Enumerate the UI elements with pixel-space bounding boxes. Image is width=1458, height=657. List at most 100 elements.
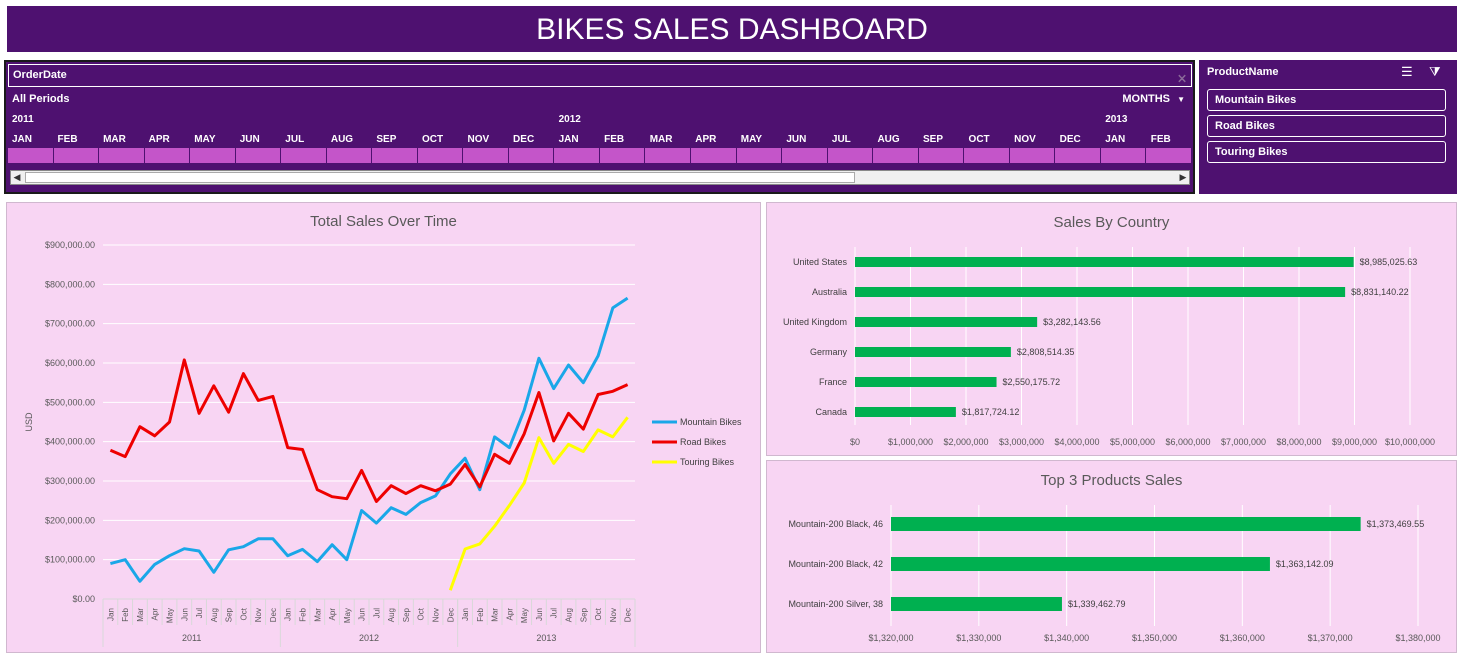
timeline-month-cell[interactable] — [1146, 148, 1192, 163]
timeline-range-bar[interactable] — [8, 148, 1192, 163]
x-month-label: Jun — [358, 608, 367, 621]
scroll-left-icon[interactable]: ◀ — [13, 172, 21, 182]
timeline-month-label[interactable]: SEP — [923, 134, 944, 145]
category-label: United Kingdom — [783, 317, 847, 327]
bar — [855, 407, 956, 417]
timeline-month-label[interactable]: NOV — [1014, 134, 1036, 145]
timeline-month-label[interactable]: FEB — [1150, 134, 1171, 145]
product-name-slicer[interactable]: ProductName ☰ ⧩ Mountain Bikes Road Bike… — [1199, 60, 1457, 194]
timeline-month-cell[interactable] — [964, 148, 1010, 163]
timeline-month-label[interactable]: JAN — [1105, 134, 1126, 145]
legend-label: Touring Bikes — [680, 457, 735, 467]
x-month-label: Nov — [432, 608, 441, 622]
x-month-label: Sep — [579, 607, 588, 622]
timeline-month-cell[interactable] — [1055, 148, 1101, 163]
timeline-month-label[interactable]: JAN — [558, 134, 579, 145]
timeline-month-label[interactable]: JUL — [831, 134, 851, 145]
timeline-month-cell[interactable] — [919, 148, 965, 163]
timeline-month-cell[interactable] — [554, 148, 600, 163]
x-tick-label: $6,000,000 — [1165, 437, 1210, 447]
timeline-month-cell[interactable] — [99, 148, 145, 163]
timeline-month-label[interactable]: SEP — [376, 134, 397, 145]
x-month-label: Aug — [210, 608, 219, 622]
x-tick-label: $2,000,000 — [943, 437, 988, 447]
slicer-item-road-bikes[interactable]: Road Bikes — [1207, 115, 1446, 137]
timeline-header-label: OrderDate — [13, 69, 67, 81]
timeline-month-cell[interactable] — [145, 148, 191, 163]
timeline-month-cell[interactable] — [281, 148, 327, 163]
timeline-month-cell[interactable] — [8, 148, 54, 163]
timeline-month-label[interactable]: JUN — [239, 134, 260, 145]
timeline-header: OrderDate ⨯ — [8, 64, 1192, 87]
timeline-month-label[interactable]: APR — [695, 134, 717, 145]
timeline-month-cell[interactable] — [782, 148, 828, 163]
bar — [891, 597, 1062, 611]
timeline-month-cell[interactable] — [190, 148, 236, 163]
timeline-month-cell[interactable] — [418, 148, 464, 163]
x-tick-label: $1,340,000 — [1044, 633, 1089, 643]
timeline-month-label[interactable]: AUG — [330, 134, 354, 145]
timeline-month-label[interactable]: NOV — [467, 134, 490, 145]
timeline-level-dropdown[interactable]: MONTHS ▼ — [1122, 93, 1185, 105]
order-date-timeline[interactable]: OrderDate ⨯ All Periods MONTHS ▼ ◀ ▶ 201… — [4, 60, 1195, 194]
x-month-label: Aug — [565, 608, 574, 622]
data-label: $2,550,175.72 — [1003, 377, 1061, 387]
timeline-month-label[interactable]: JUL — [285, 134, 305, 145]
timeline-month-label[interactable]: MAR — [649, 134, 673, 145]
timeline-month-cell[interactable] — [372, 148, 418, 163]
legend-label: Mountain Bikes — [680, 417, 742, 427]
scrollbar-thumb[interactable] — [25, 172, 855, 183]
timeline-month-cell[interactable] — [54, 148, 100, 163]
timeline-month-label[interactable]: AUG — [877, 134, 900, 145]
timeline-month-cell[interactable] — [1101, 148, 1147, 163]
timeline-month-cell[interactable] — [873, 148, 919, 163]
timeline-month-cell[interactable] — [509, 148, 555, 163]
bar — [855, 317, 1038, 327]
multi-select-icon[interactable]: ☰ — [1401, 64, 1413, 79]
x-month-label: Mar — [491, 608, 500, 622]
x-year-label: 2011 — [182, 633, 201, 643]
x-month-label: Dec — [269, 608, 278, 622]
timeline-month-cell[interactable] — [236, 148, 282, 163]
timeline-month-label[interactable]: MAY — [740, 134, 763, 145]
timeline-month-label[interactable]: OCT — [968, 134, 990, 145]
timeline-month-label[interactable]: FEB — [57, 134, 78, 145]
timeline-month-cell[interactable] — [600, 148, 646, 163]
timeline-month-label[interactable]: FEB — [604, 134, 625, 145]
timeline-month-label[interactable]: APR — [148, 134, 170, 145]
x-month-label: Jan — [461, 608, 470, 621]
timeline-month-label[interactable]: DEC — [513, 134, 535, 145]
timeline-month-label[interactable]: MAR — [103, 134, 126, 145]
timeline-month-cell[interactable] — [1010, 148, 1056, 163]
country-chart-title: Sales By Country — [1053, 214, 1170, 231]
x-month-label: Jul — [195, 608, 204, 618]
data-label: $8,831,140.22 — [1351, 287, 1409, 297]
timeline-month-cell[interactable] — [327, 148, 373, 163]
timeline-month-label[interactable]: MAY — [194, 134, 216, 145]
timeline-month-label[interactable]: JAN — [12, 134, 33, 145]
timeline-month-label[interactable]: DEC — [1059, 134, 1081, 145]
slicer-item-mountain-bikes[interactable]: Mountain Bikes — [1207, 89, 1446, 111]
timeline-month-cell[interactable] — [645, 148, 691, 163]
clear-filter-icon[interactable]: ⨯ — [1176, 71, 1187, 85]
x-month-label: Oct — [594, 607, 603, 620]
x-month-label: Feb — [299, 607, 308, 621]
slicer-item-touring-bikes[interactable]: Touring Bikes — [1207, 141, 1446, 163]
x-month-label: Jun — [180, 608, 189, 621]
series-line-road-bikes — [109, 358, 629, 503]
timeline-month-label[interactable]: JUN — [786, 134, 807, 145]
x-month-label: Sep — [225, 607, 234, 622]
timeline-month-cell[interactable] — [737, 148, 783, 163]
scroll-right-icon[interactable]: ▶ — [1179, 172, 1187, 182]
timeline-month-cell[interactable] — [463, 148, 509, 163]
timeline-month-cell[interactable] — [691, 148, 737, 163]
timeline-scrollbar[interactable]: ◀ ▶ — [10, 170, 1190, 185]
category-label: Mountain-200 Silver, 38 — [788, 599, 883, 609]
clear-filter-icon[interactable]: ⧩ — [1429, 64, 1441, 79]
timeline-month-cell[interactable] — [828, 148, 874, 163]
chevron-down-icon: ▼ — [1177, 95, 1185, 104]
legend-label: Road Bikes — [680, 437, 727, 447]
timeline-month-label[interactable]: OCT — [421, 134, 444, 145]
country-bar-chart: $0 $1,000,000 $2,000,000 $3,000,000 $4,000,0… — [783, 247, 1435, 447]
x-month-label: Jul — [550, 608, 559, 618]
